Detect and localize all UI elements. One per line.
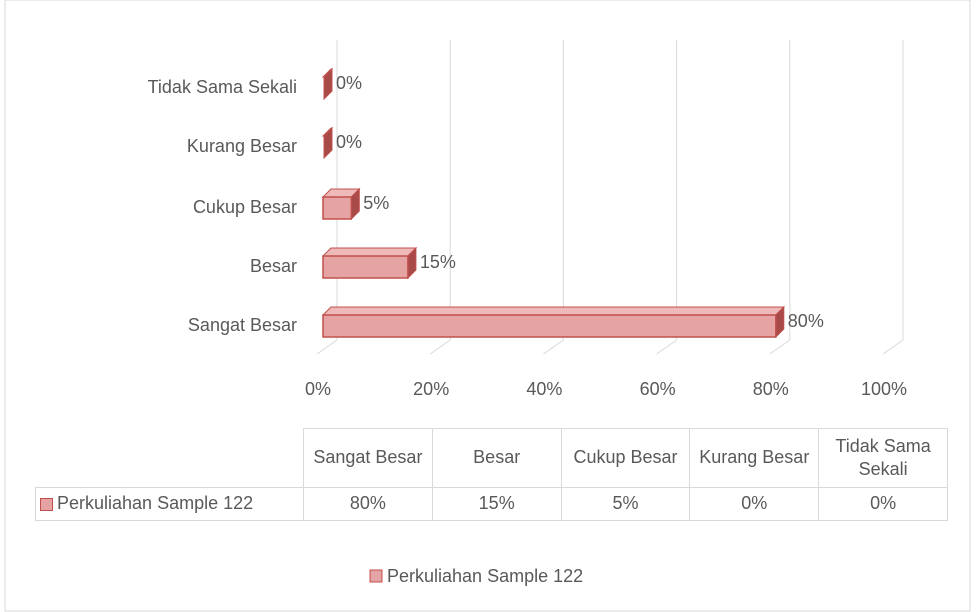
y-tick-label: Kurang Besar	[187, 136, 297, 156]
x-tick-label: 40%	[526, 379, 562, 399]
bar-side	[323, 126, 333, 160]
x-tick-label: 100%	[861, 379, 907, 399]
table-header: Kurang Besar	[689, 428, 820, 488]
y-tick-label: Besar	[250, 256, 297, 276]
legend-swatch	[40, 497, 53, 511]
table-cell: 5%	[560, 487, 691, 521]
y-tick-label: Sangat Besar	[188, 315, 297, 335]
table-cell: 0%	[818, 487, 948, 521]
data-label: 5%	[363, 193, 389, 213]
bar	[322, 314, 777, 338]
legend-label: Perkuliahan Sample 122	[387, 566, 583, 586]
table-header: Sangat Besar	[303, 428, 433, 488]
grid-line	[429, 339, 451, 355]
x-tick-label: 20%	[413, 379, 449, 399]
table-series-name: Perkuliahan Sample 122	[57, 493, 254, 514]
grid-line	[882, 339, 904, 355]
table-cell: 80%	[303, 487, 433, 521]
y-tick-label: Cukup Besar	[193, 197, 297, 217]
table-header: Tidak Sama Sekali	[818, 428, 948, 488]
bar-side	[323, 67, 333, 101]
data-label: 80%	[788, 311, 824, 331]
bar	[322, 255, 409, 279]
data-label: 15%	[420, 252, 456, 272]
data-label: 0%	[336, 132, 362, 152]
y-tick-label: Tidak Sama Sekali	[148, 77, 297, 97]
x-tick-label: 0%	[305, 379, 331, 399]
x-tick-label: 60%	[640, 379, 676, 399]
table-header: Cukup Besar	[560, 428, 691, 488]
bar-top	[321, 306, 786, 316]
table-row-header: Perkuliahan Sample 122	[35, 487, 304, 521]
table-header: Besar	[431, 428, 562, 488]
x-tick-label: 80%	[753, 379, 789, 399]
table-cell: 0%	[689, 487, 820, 521]
grid-line	[316, 339, 338, 355]
grid-line	[769, 339, 791, 355]
bar-top	[321, 247, 418, 257]
bar	[322, 196, 353, 220]
legend-swatch	[369, 569, 383, 583]
table-cell: 15%	[431, 487, 562, 521]
data-label: 0%	[336, 73, 362, 93]
grid-line	[656, 339, 677, 355]
chart-border	[4, 0, 971, 612]
grid-line	[543, 339, 564, 355]
